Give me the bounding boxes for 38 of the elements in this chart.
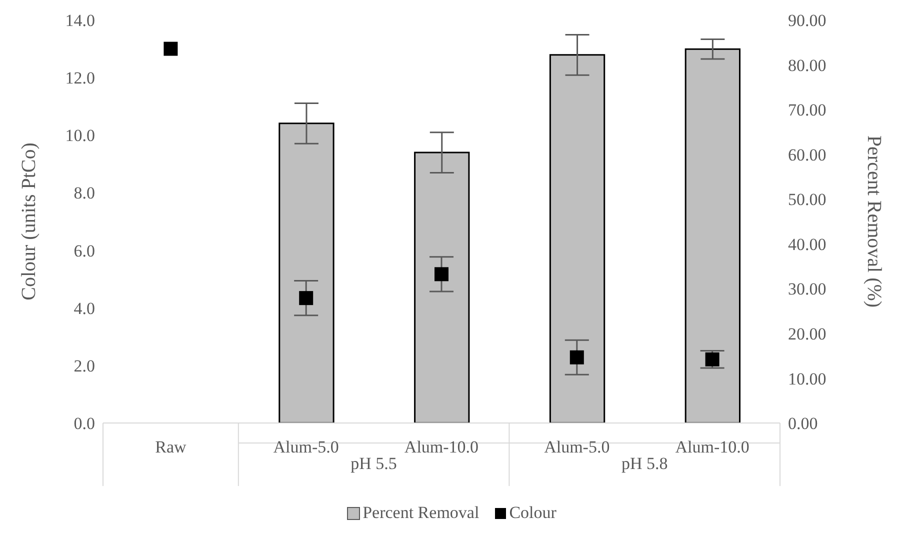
bar <box>549 54 606 423</box>
y2-tick-label: 50.00 <box>788 190 826 210</box>
y2-tick-label: 30.00 <box>788 280 826 299</box>
point <box>299 291 314 306</box>
bar <box>414 152 470 423</box>
point <box>434 267 448 282</box>
y2-tick-label: 70.00 <box>788 100 826 120</box>
y2-tick-label: 90.00 <box>788 11 826 30</box>
y-tick-label: 4.0 <box>74 298 95 318</box>
y-tick-label: 6.0 <box>74 241 95 260</box>
y-tick-label: 12.0 <box>65 68 95 88</box>
legend-label: Colour <box>508 503 556 523</box>
x-tick-label: Alum-5.0 <box>544 437 610 456</box>
legend-label: Percent Removal <box>362 503 480 523</box>
y-axis-title: Colour (units PtCo) <box>18 142 40 300</box>
x-tick-label: Alum-10.0 <box>675 437 750 456</box>
y2-tick-label: 0.00 <box>788 414 818 434</box>
point <box>164 42 178 56</box>
text: pH 5.5 <box>350 454 397 473</box>
y-tick-label: 0.0 <box>74 414 95 434</box>
x-tick-label: Alum-5.0 <box>273 437 339 456</box>
y-tick-label: 14.0 <box>65 11 95 30</box>
y2-tick-label: 40.00 <box>788 234 826 254</box>
y2-tick-label: 20.00 <box>788 324 826 344</box>
y2-tick-label: 60.00 <box>788 145 826 164</box>
y-tick-label: 2.0 <box>74 356 95 376</box>
text: pH 5.8 <box>621 454 668 473</box>
bar <box>684 48 741 423</box>
x-tick-label: Alum-10.0 <box>404 437 479 456</box>
bar <box>278 122 334 423</box>
y-tick-label: 10.0 <box>65 126 95 146</box>
y2-axis-title: Percent Removal (%) <box>862 135 885 308</box>
x-tick-label: Raw <box>155 437 187 456</box>
point <box>705 352 720 366</box>
y2-tick-label: 10.00 <box>788 369 826 388</box>
y-tick-label: 8.0 <box>74 184 95 203</box>
y2-tick-label: 80.00 <box>788 56 826 75</box>
point <box>570 350 584 364</box>
